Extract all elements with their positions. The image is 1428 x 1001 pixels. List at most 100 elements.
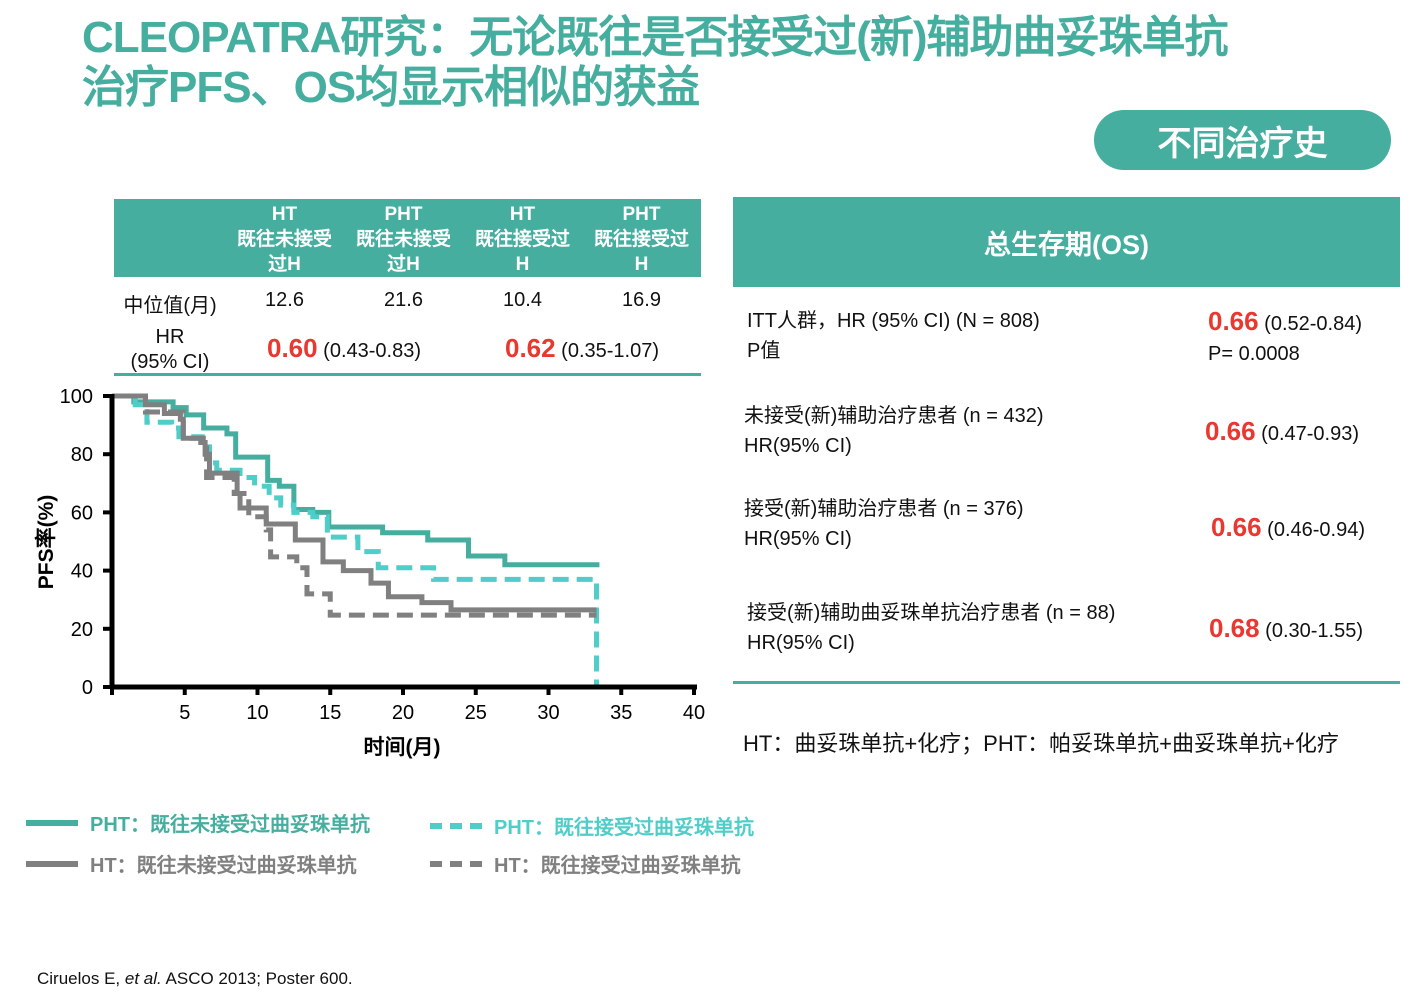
x-tick-label: 20 [392, 702, 414, 724]
p-value: P= 0.0008 [1208, 343, 1300, 365]
hr-value: 0.66 [1208, 306, 1259, 336]
y-tick-label: 0 [82, 677, 93, 699]
title-line-1: CLEOPATRA研究：无论既往是否接受过(新)辅助曲妥珠单抗 [82, 13, 1229, 62]
row-sublabel: HR(95% CI) [747, 632, 855, 654]
col-label: PHT [384, 204, 423, 225]
x-tick-label: 5 [179, 702, 190, 724]
median-value: 10.4 [503, 289, 542, 311]
hr-ci: (0.46-0.94) [1267, 519, 1366, 541]
os-row-prior: 接受(新)辅助治疗患者 (n = 376) HR(95% CI) [744, 494, 1023, 554]
legend-label: HT：既往接受过曲妥珠单抗 [494, 855, 741, 877]
legend-ht-naive: HT：既往未接受过曲妥珠单抗 [26, 849, 357, 878]
page-title: CLEOPATRA研究：无论既往是否接受过(新)辅助曲妥珠单抗 治疗PFS、OS… [82, 13, 1229, 112]
os-row-prior-trastuzumab-values: 0.68 (0.30-1.55) [1209, 613, 1363, 646]
os-row-itt: ITT人群，HR (95% CI) (N = 808) P值 [747, 306, 1040, 366]
pfs-col-1: PHT 既往未接受过H [344, 202, 463, 277]
table-divider [114, 373, 701, 376]
row-label: 接受(新)辅助治疗患者 (n = 376) [744, 498, 1024, 520]
km-curve-0 [112, 393, 600, 568]
legend-swatch [26, 860, 78, 867]
hr-label-2: (95% CI) [130, 351, 210, 373]
pfs-table-header: HT 既往未接受过H PHT 既往未接受过H HT 既往接受过 H PHT 既往接受过 H [114, 199, 701, 277]
y-tick-label: 80 [71, 444, 93, 466]
y-tick-label: 20 [71, 619, 93, 641]
median-value: 21.6 [384, 289, 423, 311]
col-label: 既往接受过 [474, 229, 570, 250]
km-curve-3 [112, 393, 597, 618]
hr-value: 0.68 [1209, 613, 1260, 643]
legend-label: PHT：既往接受过曲妥珠单抗 [494, 817, 754, 839]
hr-ci: (0.35-1.07) [561, 340, 659, 362]
citation-authors: Ciruelos E, [37, 969, 125, 988]
row-sublabel: HR(95% CI) [744, 528, 852, 550]
legend-pht-prior: PHT：既往接受过曲妥珠单抗 [430, 811, 754, 840]
legend-swatch [26, 819, 78, 826]
row-label: 接受(新)辅助曲妥珠单抗治疗患者 (n = 88) [747, 602, 1116, 624]
abbreviation-footnote: HT：曲妥珠单抗+化疗；PHT：帕妥珠单抗+曲妥珠单抗+化疗 [743, 731, 1339, 756]
km-curve-2 [112, 393, 597, 613]
hr-label-1: HR [155, 326, 185, 348]
col-label: 既往未接受 [355, 229, 451, 250]
legend-label: HT：既往未接受过曲妥珠单抗 [90, 855, 357, 877]
os-table-divider [733, 681, 1400, 684]
row-sublabel: HR(95% CI) [744, 435, 852, 457]
x-tick-label: 25 [465, 702, 487, 724]
y-tick-label: 60 [71, 502, 93, 524]
col-label: H [515, 254, 530, 275]
pfs-col-3: PHT 既往接受过 H [582, 202, 701, 277]
col-label: 过H [268, 254, 301, 275]
citation-etal: et al. [124, 969, 162, 988]
citation: Ciruelos E, et al. ASCO 2013; Poster 600… [37, 969, 353, 989]
hr-label: HR (95% CI) [114, 325, 226, 375]
median-value: 16.9 [622, 289, 661, 311]
x-tick-label: 30 [537, 702, 559, 724]
os-row-itt-values: 0.66 (0.52-0.84) P= 0.0008 [1208, 306, 1362, 369]
legend-swatch [430, 822, 482, 829]
x-tick-label: 40 [683, 702, 705, 724]
legend-swatch [430, 860, 482, 867]
col-label: PHT [622, 204, 661, 225]
os-table-header: 总生存期(OS) [733, 197, 1400, 287]
hr-ci: (0.52-0.84) [1264, 313, 1363, 335]
pfs-col-0: HT 既往未接受过H [225, 202, 344, 277]
pfs-km-chart: 5 10 15 20 25 30 35 40 0 20 40 60 80 100 时间(月) PFS率(%… [34, 386, 706, 759]
hr-ci: (0.47-0.93) [1261, 423, 1360, 445]
x-tick-label: 15 [319, 702, 341, 724]
treatment-history-badge: 不同治疗史 [1094, 110, 1391, 170]
os-row-naive-values: 0.66 (0.47-0.93) [1205, 416, 1359, 449]
col-label: H [634, 254, 649, 275]
pfs-col-2: HT 既往接受过 H [463, 202, 582, 277]
median-label: 中位值(月) [123, 295, 217, 317]
os-row-prior-trastuzumab: 接受(新)辅助曲妥珠单抗治疗患者 (n = 88) HR(95% CI) [747, 598, 1115, 658]
col-label: 既往未接受 [236, 229, 332, 250]
legend-ht-prior: HT：既往接受过曲妥珠单抗 [430, 849, 741, 878]
median-value: 12.6 [265, 289, 304, 311]
col-label: HT [509, 204, 536, 225]
x-tick-label: 35 [610, 702, 632, 724]
x-tick-label: 10 [246, 702, 268, 724]
legend-label: PHT：既往未接受过曲妥珠单抗 [90, 814, 370, 836]
y-axis-label: PFS率(%) [34, 495, 58, 590]
y-tick-label: 100 [60, 386, 93, 408]
curves [112, 393, 600, 687]
hr-value: 0.66 [1205, 416, 1256, 446]
col-label: 既往接受过 [593, 229, 689, 250]
x-axis-label: 时间(月) [364, 736, 441, 759]
title-line-2: 治疗PFS、OS均显示相似的获益 [82, 63, 700, 112]
hr-ci: (0.30-1.55) [1265, 620, 1364, 642]
hr-value: 0.66 [1211, 512, 1262, 542]
os-row-prior-values: 0.66 (0.46-0.94) [1211, 512, 1365, 545]
citation-source: ASCO 2013; Poster 600. [161, 969, 353, 988]
hr-ht-vs-pht-prior: 0.62 (0.35-1.07) [463, 333, 701, 364]
axes: 5 10 15 20 25 30 35 40 0 20 40 60 80 100 [60, 386, 706, 724]
hr-ht-vs-pht-naive: 0.60 (0.43-0.83) [225, 333, 463, 364]
col-label: 过H [387, 254, 420, 275]
hr-ci: (0.43-0.83) [323, 340, 421, 362]
col-label: HT [271, 204, 298, 225]
row-label: ITT人群，HR (95% CI) (N = 808) [747, 310, 1040, 332]
row-label: 未接受(新)辅助治疗患者 (n = 432) [744, 405, 1044, 427]
hr-value: 0.60 [266, 333, 318, 363]
legend-pht-naive: PHT：既往未接受过曲妥珠单抗 [26, 808, 370, 837]
hr-value: 0.62 [504, 333, 556, 363]
os-row-naive: 未接受(新)辅助治疗患者 (n = 432) HR(95% CI) [744, 401, 1043, 461]
